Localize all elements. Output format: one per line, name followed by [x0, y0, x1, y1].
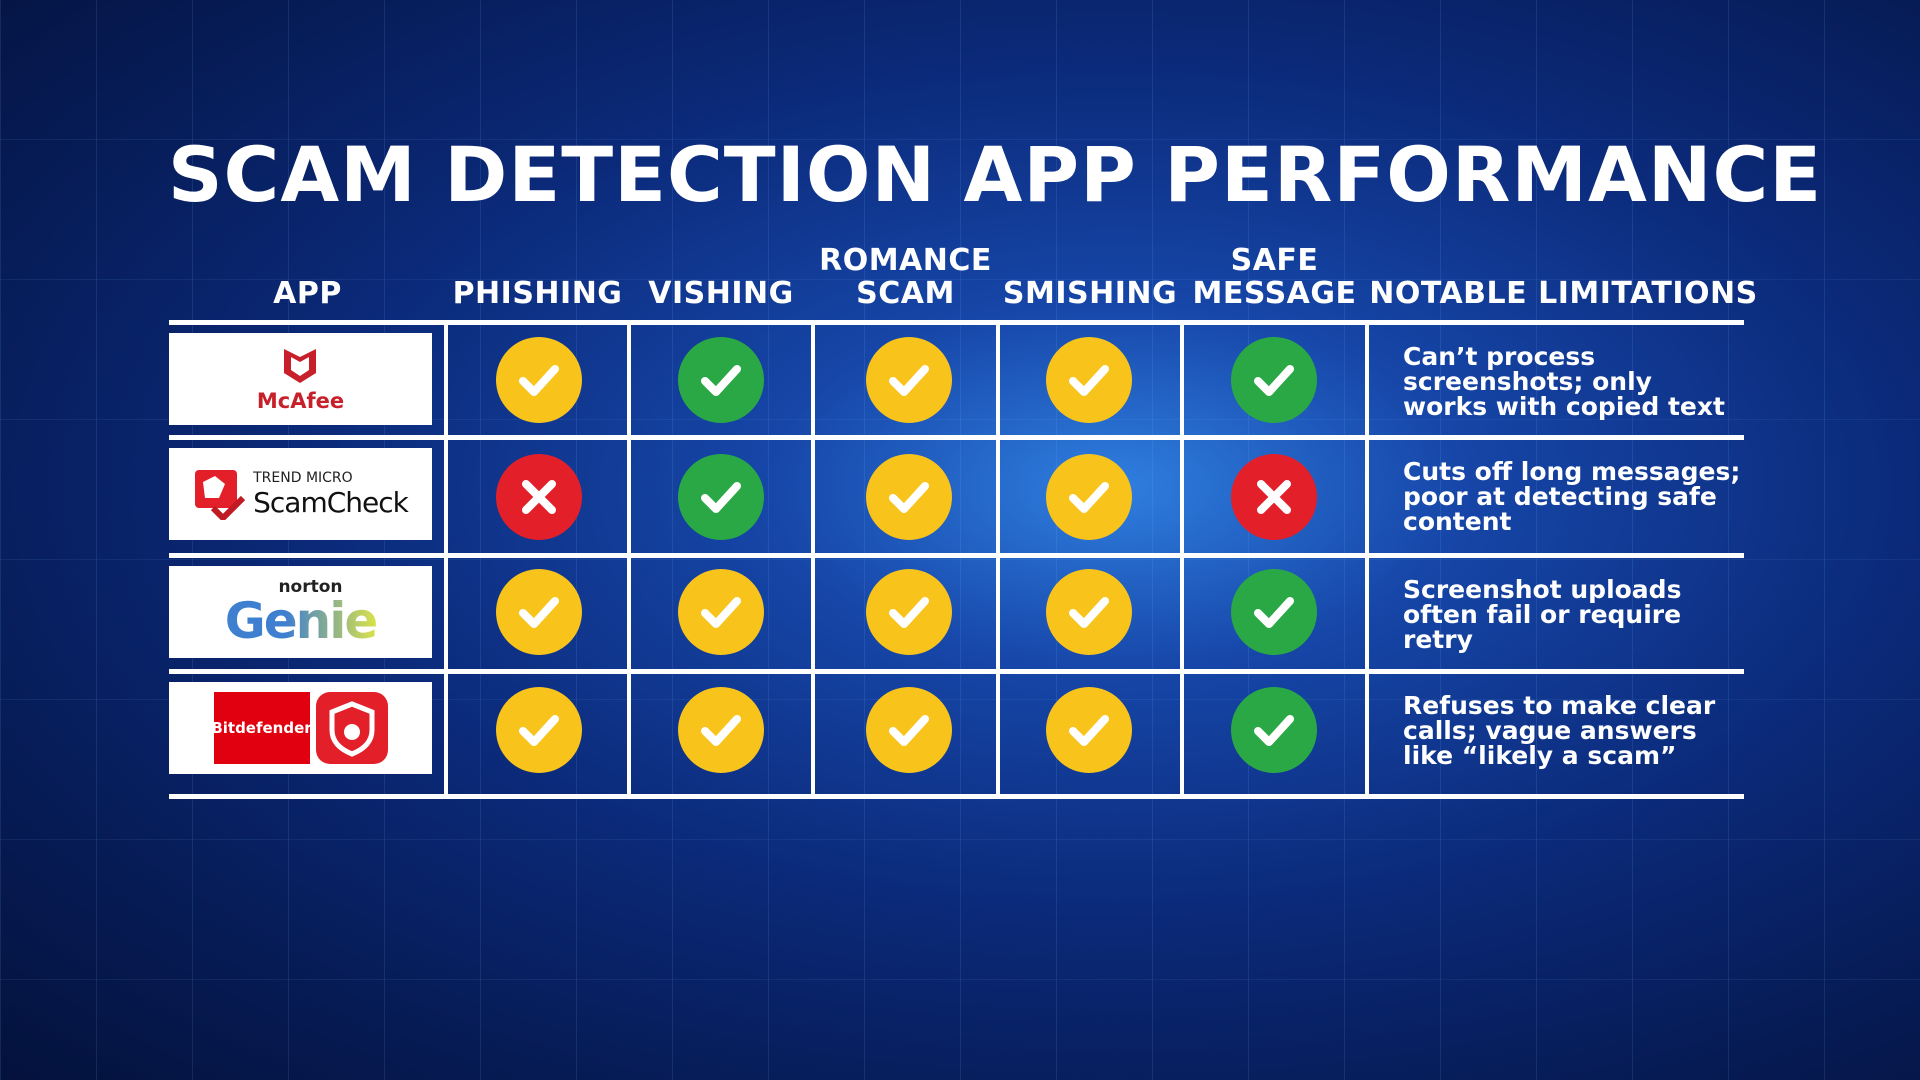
column-header: NOTABLE LIMITATIONS	[1369, 276, 1758, 311]
green-check-icon	[678, 454, 764, 540]
limitation-note: Refuses to make clear calls; vague answe…	[1403, 675, 1743, 785]
yellow-check-icon	[866, 687, 952, 773]
column-header: APP	[273, 276, 342, 311]
app-logo-mcafee: McAfee	[169, 333, 432, 425]
row-divider	[169, 553, 1744, 558]
yellow-check-icon	[1046, 454, 1132, 540]
limitation-note: Can’t process screenshots; only works wi…	[1403, 326, 1743, 436]
logo-icon	[315, 692, 388, 764]
yellow-check-icon	[496, 337, 582, 423]
row-divider	[169, 435, 1744, 440]
yellow-check-icon	[496, 569, 582, 655]
yellow-check-icon	[866, 337, 952, 423]
logo-icon	[195, 470, 246, 520]
logo-text: McAfee	[256, 389, 345, 413]
column-header: ROMANCE SCAM	[819, 243, 992, 311]
green-check-icon	[678, 337, 764, 423]
limitation-note: Screenshot uploads often fail or require…	[1403, 559, 1743, 669]
limitation-text: Can’t process screenshots; only works wi…	[1403, 341, 1725, 421]
column-divider	[811, 322, 815, 796]
green-check-icon	[1231, 337, 1317, 423]
row-divider	[169, 794, 1744, 799]
column-divider	[996, 322, 1000, 796]
page-title: SCAM DETECTION APP PERFORMANCE	[167, 130, 1823, 219]
yellow-check-icon	[1046, 687, 1132, 773]
row-divider	[169, 320, 1744, 325]
row-divider	[169, 669, 1744, 674]
yellow-check-icon	[678, 569, 764, 655]
app-logo-bitdefender: Bitdefender	[169, 682, 432, 774]
column-divider	[1365, 322, 1369, 796]
red-x-icon	[496, 454, 582, 540]
limitation-note: Cuts off long messages; poor at detectin…	[1403, 441, 1743, 551]
app-logo-norton-genie: norton Genie	[169, 566, 432, 658]
limitation-text: Refuses to make clear calls; vague answe…	[1403, 690, 1716, 770]
column-divider	[627, 322, 631, 796]
logo-text: Genie	[224, 591, 379, 650]
yellow-check-icon	[866, 454, 952, 540]
yellow-check-icon	[496, 687, 582, 773]
limitation-text: Screenshot uploads often fail or require…	[1403, 574, 1682, 654]
column-divider	[444, 322, 448, 796]
column-header: SMISHING	[1002, 276, 1178, 311]
red-x-icon	[1231, 454, 1317, 540]
column-header: VISHING	[648, 276, 794, 311]
logo-text: Bitdefender	[211, 692, 312, 764]
limitation-text: Cuts off long messages; poor at detectin…	[1403, 456, 1741, 536]
logo-text: norton	[278, 576, 343, 597]
logo-icon	[284, 349, 317, 383]
column-header: SAFE MESSAGE	[1192, 243, 1357, 311]
green-check-icon	[1231, 687, 1317, 773]
yellow-check-icon	[866, 569, 952, 655]
app-logo-trend-micro-scamcheck: TREND MICRO ScamCheck	[169, 448, 432, 540]
logo-text: TREND MICRO	[253, 469, 353, 486]
green-check-icon	[1231, 569, 1317, 655]
yellow-check-icon	[678, 687, 764, 773]
column-divider	[1180, 322, 1184, 796]
logo-text: ScamCheck	[253, 485, 409, 519]
yellow-check-icon	[1046, 337, 1132, 423]
column-header: PHISHING	[452, 276, 623, 311]
yellow-check-icon	[1046, 569, 1132, 655]
